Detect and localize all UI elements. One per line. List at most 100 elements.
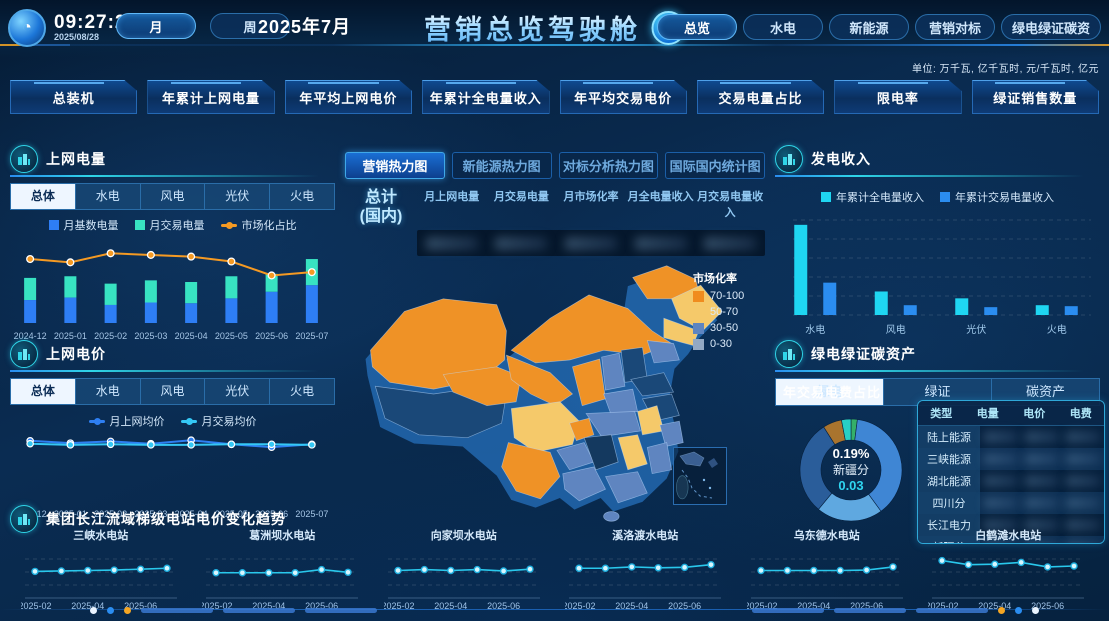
legend-swatch-blue xyxy=(940,192,950,202)
nav-overview[interactable]: 总览 xyxy=(656,14,737,40)
nav-green-cert-carbon[interactable]: 绿电绿证碳资 xyxy=(1000,14,1101,40)
col-type: 类型 xyxy=(930,408,953,420)
nav-new-energy[interactable]: 新能源 xyxy=(828,14,909,40)
svg-text:2025-06: 2025-06 xyxy=(305,601,338,611)
legend-trade-avg-price[interactable]: 月交易均价 xyxy=(180,413,257,429)
tab-carbon-asset[interactable]: 碳资产 xyxy=(1025,384,1065,399)
mini-chart-xiangjiaba: 向家坝水电站 2025-02 2025-04 2025-06 xyxy=(373,527,555,613)
current-month-label: 2025年7月 xyxy=(258,17,352,37)
app-logo-icon: ◔ xyxy=(8,9,46,47)
table-row[interactable]: 陆上能源 xyxy=(918,426,1104,448)
panel-underline xyxy=(10,175,335,177)
nav-hydro[interactable]: 水电 xyxy=(742,14,823,40)
kpi-avg-grid-price[interactable]: 年平均上网电价 xyxy=(285,80,412,114)
national-summary: 总计 (国内) 月上网电量 月交易电量 月市场化率 月全电量收入 月交易电量收入 xyxy=(345,188,765,226)
station-mini-charts: 三峡水电站 2025-02 2025-04 2025-06 葛洲坝水电站 2025-02… xyxy=(10,527,1099,613)
svg-text:2025-01: 2025-01 xyxy=(54,331,87,341)
kpi-ytd-grid-energy[interactable]: 年累计上网电量 xyxy=(147,80,274,114)
map-legend-item[interactable]: 30-50 xyxy=(693,322,744,334)
blurred-value xyxy=(564,236,617,250)
col-energy: 电量 xyxy=(976,408,999,420)
price-tab-hydro[interactable]: 水电 xyxy=(76,379,141,404)
svg-text:2025-03: 2025-03 xyxy=(134,331,167,341)
kpi-curtailment-rate[interactable]: 限电率 xyxy=(834,80,961,114)
svg-text:2025-02: 2025-02 xyxy=(565,601,596,611)
svg-text:2025-06: 2025-06 xyxy=(487,601,520,611)
kpi-total-installed[interactable]: 总装机 xyxy=(10,80,137,114)
mini-chart-sanxia: 三峡水电站 2025-02 2025-04 2025-06 xyxy=(10,527,192,613)
legend-swatch xyxy=(693,338,704,350)
svg-text:2025-04: 2025-04 xyxy=(175,509,208,519)
legend-base-energy[interactable]: 月基数电量 xyxy=(48,217,119,233)
header-bar: ◔ 09:27:22 2025/08/28 月 周 2025年7月 营销总览驾驶… xyxy=(0,0,1109,58)
map-legend-item[interactable]: 70-100 xyxy=(693,290,744,302)
table-row[interactable]: 四川分 xyxy=(918,492,1104,514)
legend-swatch-cyan-line xyxy=(180,418,197,425)
grid-power-chart: 2024-12 2025-01 2025-02 2025-03 2025-04 2025-… xyxy=(14,249,328,341)
legend-swatch xyxy=(693,322,704,334)
legend-market-ratio[interactable]: 市场化占比 xyxy=(220,217,297,233)
power-tab-wind[interactable]: 风电 xyxy=(141,184,206,209)
summary-col-total-revenue: 月全电量收入 xyxy=(627,191,694,203)
svg-text:2025-07: 2025-07 xyxy=(295,509,328,519)
panel-title: 集团长江流域梯级电站电价变化趋势 xyxy=(46,511,286,527)
panel-power-icon xyxy=(10,145,38,173)
map-legend-item[interactable]: 50-70 xyxy=(693,306,744,318)
donut-region: 新疆分 xyxy=(832,462,869,477)
svg-text:2025-04: 2025-04 xyxy=(979,601,1012,611)
svg-text:2025-06: 2025-06 xyxy=(1031,601,1064,611)
power-tab-thermal[interactable]: 火电 xyxy=(290,189,315,203)
legend-swatch-cyan xyxy=(821,192,831,202)
price-tab-solar[interactable]: 光伏 xyxy=(205,379,271,404)
panel-green-assets: 绿电绿证碳资产 绿电 绿证 碳资产 年交易电费占比 0.19% 新疆分 0.03… xyxy=(775,340,1105,544)
svg-text:2025-06: 2025-06 xyxy=(124,601,157,611)
svg-text:火电: 火电 xyxy=(1047,323,1067,336)
price-tab-thermal[interactable]: 火电 xyxy=(290,384,315,398)
kpi-ytd-total-revenue[interactable]: 年累计全电量收入 xyxy=(422,80,549,114)
grid-power-tabs: 总体 水电 风电 光伏 火电 xyxy=(10,183,335,210)
price-tab-total[interactable]: 总体 xyxy=(11,379,76,404)
legend-trade-revenue[interactable]: 年累计交易电量收入 xyxy=(940,189,1054,205)
svg-text:2025-04: 2025-04 xyxy=(71,601,104,611)
tab-newenergy-heatmap[interactable]: 新能源热力图 xyxy=(451,152,552,179)
svg-text:2025-06: 2025-06 xyxy=(668,601,701,611)
legend-trade-energy[interactable]: 月交易电量 xyxy=(134,217,205,233)
tab-green-power[interactable]: 绿电 xyxy=(776,379,884,405)
legend-total-revenue[interactable]: 年累计全电量收入 xyxy=(821,189,924,205)
kpi-avg-trade-price[interactable]: 年平均交易电价 xyxy=(560,80,687,114)
nav-marketing-benchmark[interactable]: 营销对标 xyxy=(914,14,995,40)
svg-text:水电: 水电 xyxy=(805,323,825,336)
map-legend: 市场化率 70-100 50-70 30-50 0-30 xyxy=(693,270,744,354)
price-tab-wind[interactable]: 风电 xyxy=(141,379,206,404)
power-tab-hydro[interactable]: 水电 xyxy=(76,184,141,209)
svg-text:2025-06: 2025-06 xyxy=(255,331,288,341)
table-row[interactable]: 新疆分 xyxy=(918,536,1104,543)
tab-benchmark-heatmap[interactable]: 对标分析热力图 xyxy=(558,152,659,179)
grid-price-chart: 2024-122025-012025-022025-032025-042025-… xyxy=(14,436,328,519)
kpi-green-cert-sales[interactable]: 绿证销售数量 xyxy=(972,80,1099,114)
table-row[interactable]: 三峡能源 xyxy=(918,448,1104,470)
power-tab-total[interactable]: 总体 xyxy=(11,184,76,209)
kpi-trade-ratio[interactable]: 交易电量占比 xyxy=(697,80,824,114)
period-tab-week[interactable]: 周 xyxy=(210,13,290,39)
legend-swatch-blue xyxy=(48,220,59,230)
legend-grid-avg-price[interactable]: 月上网均价 xyxy=(88,413,165,429)
tab-intl-domestic-stats[interactable]: 国际国内统计图 xyxy=(665,152,765,179)
period-tab-month[interactable]: 月 xyxy=(116,13,196,39)
summary-total-label: 总计 (国内) xyxy=(359,189,403,226)
map-legend-item[interactable]: 0-30 xyxy=(693,338,744,350)
tab-green-cert[interactable]: 绿证 xyxy=(884,379,992,405)
china-market-heatmap-map[interactable] xyxy=(345,258,765,530)
svg-text:2025-04: 2025-04 xyxy=(253,601,286,611)
tab-marketing-heatmap[interactable]: 营销热力图 xyxy=(345,152,445,179)
table-row[interactable]: 湖北能源 xyxy=(918,470,1104,492)
table-row[interactable]: 长江电力 xyxy=(918,514,1104,536)
south-china-sea-inset-map xyxy=(673,447,727,505)
power-tab-solar[interactable]: 光伏 xyxy=(205,184,271,209)
svg-text:2025-07: 2025-07 xyxy=(295,331,328,341)
panel-underline xyxy=(10,370,335,372)
table-header-row: 类型 电量 电价 电费 xyxy=(918,401,1104,426)
panel-underline xyxy=(775,175,1100,177)
blurred-value xyxy=(425,236,478,250)
